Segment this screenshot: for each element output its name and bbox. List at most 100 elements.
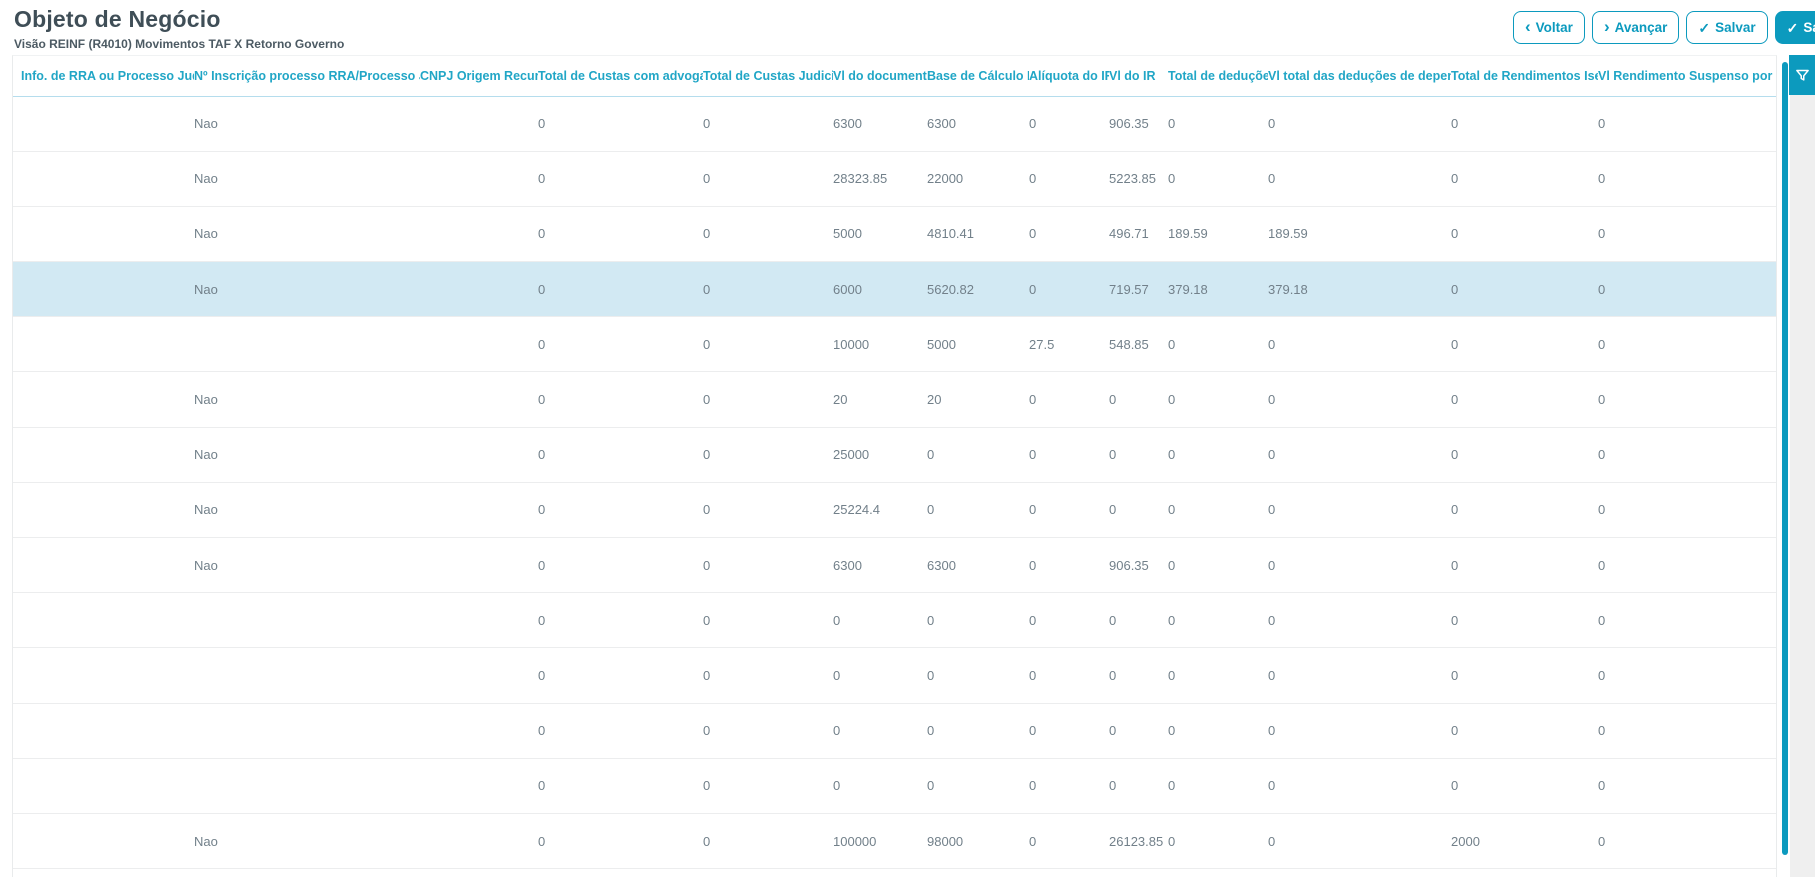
table-cell: Nao bbox=[194, 427, 420, 483]
table-cell: 0 bbox=[1029, 261, 1109, 318]
title-block: Objeto de Negócio Visão REINF (R4010) Mo… bbox=[14, 6, 344, 51]
table-cell: 0 bbox=[1598, 647, 1776, 704]
column-header-8[interactable]: Alíquota do IR bbox=[1029, 56, 1109, 97]
column-header-5[interactable]: Total de Custas Judiciais bbox=[703, 56, 833, 97]
table-body: Nao 0 0 6300 6300 0 906.35 0 0 0 0 Nao 0 0 28323.85 220… bbox=[13, 96, 1776, 870]
table-cell: 0 bbox=[1598, 96, 1776, 152]
table-cell: 5000 bbox=[927, 316, 1029, 373]
column-header-4[interactable]: Total de Custas com advogados bbox=[538, 56, 703, 97]
table-row[interactable]: Nao 0 0 28323.85 22000 0 5223.85 0 0 0 0 bbox=[13, 151, 1776, 207]
table-cell: 6300 bbox=[833, 537, 927, 594]
table-row[interactable]: 0 0 10000 5000 27.5 548.85 0 0 0 0 bbox=[13, 316, 1776, 373]
table-cell: 0 bbox=[703, 316, 833, 373]
table-cell: Nao bbox=[194, 482, 420, 539]
table-row[interactable]: Nao 0 0 6300 6300 0 906.35 0 0 0 0 bbox=[13, 537, 1776, 594]
table-cell: 0 bbox=[703, 96, 833, 152]
voltar-label: Voltar bbox=[1535, 20, 1573, 35]
table-cell: 20 bbox=[927, 371, 1029, 428]
table-row[interactable]: Nao 0 0 6000 5620.82 0 719.57 379.18 379.18 0 0 bbox=[13, 261, 1776, 318]
table-cell: 0 bbox=[927, 427, 1029, 483]
table-cell: 20 bbox=[833, 371, 927, 428]
table-cell bbox=[13, 813, 194, 870]
table-cell bbox=[194, 592, 420, 649]
column-header-11[interactable]: Vl total das deduções de dependentes bbox=[1268, 56, 1451, 97]
column-header-9[interactable]: Vl do IR bbox=[1109, 56, 1168, 97]
table-cell: 6300 bbox=[927, 96, 1029, 152]
column-header-6[interactable]: Vl do documento bbox=[833, 56, 927, 97]
table-row[interactable]: Nao 0 0 25224.4 0 0 0 0 0 0 0 bbox=[13, 482, 1776, 539]
table-cell: 0 bbox=[1168, 482, 1268, 539]
table-cell: 0 bbox=[703, 647, 833, 704]
table-cell bbox=[13, 537, 194, 594]
table-cell: 0 bbox=[1268, 96, 1451, 152]
table-row[interactable]: Nao 0 0 25000 0 0 0 0 0 0 0 bbox=[13, 427, 1776, 483]
table-cell: 6000 bbox=[833, 261, 927, 318]
table-cell: 0 bbox=[703, 261, 833, 318]
salvar-e-avancar-label: Salvar e Avançar bbox=[1803, 20, 1815, 35]
column-header-10[interactable]: Total de deduções bbox=[1168, 56, 1268, 97]
table-cell: 0 bbox=[1598, 206, 1776, 263]
column-header-2[interactable]: Nº Inscrição processo RRA/Processo Judic… bbox=[194, 56, 420, 97]
scrollbar-track[interactable] bbox=[1790, 95, 1815, 877]
table-row[interactable]: Nao 0 0 20 20 0 0 0 0 0 0 bbox=[13, 371, 1776, 428]
column-header-13[interactable]: Vl Rendimento Suspenso por pro bbox=[1598, 56, 1776, 97]
table-cell: 0 bbox=[538, 537, 703, 594]
table-cell: 0 bbox=[1451, 703, 1598, 759]
table-cell: 719.57 bbox=[1109, 261, 1168, 318]
table-cell: 5000 bbox=[833, 206, 927, 263]
toolbar: ‹ Voltar › Avançar ✓ Salvar ✓ Salvar e A… bbox=[1513, 11, 1815, 44]
table-cell: 0 bbox=[1109, 592, 1168, 649]
avancar-button[interactable]: › Avançar bbox=[1591, 11, 1680, 44]
page-subtitle: Visão REINF (R4010) Movimentos TAF X Ret… bbox=[14, 37, 345, 51]
table-cell: 0 bbox=[1598, 151, 1776, 207]
table-cell: 0 bbox=[538, 813, 703, 870]
table-cell bbox=[194, 758, 420, 814]
table-cell: 0 bbox=[703, 537, 833, 594]
table-row[interactable]: Nao 0 0 6300 6300 0 906.35 0 0 0 0 bbox=[13, 96, 1776, 152]
table-row[interactable]: Nao 0 0 100000 98000 0 26123.85 0 0 2000 0 bbox=[13, 813, 1776, 870]
table-cell: 0 bbox=[1029, 482, 1109, 539]
table-cell: 100000 bbox=[833, 813, 927, 870]
column-header-12[interactable]: Total de Rendimentos Isentos bbox=[1451, 56, 1598, 97]
table-cell: 26123.85 bbox=[1109, 813, 1168, 870]
table-cell: Nao bbox=[194, 151, 420, 207]
column-header-1[interactable]: Info. de RRA ou Processo Judicial bbox=[13, 56, 194, 97]
table-cell: 0 bbox=[1168, 316, 1268, 373]
table-cell bbox=[13, 96, 194, 152]
column-header-7[interactable]: Base de Cálculo IR bbox=[927, 56, 1029, 97]
table-cell: 28323.85 bbox=[833, 151, 927, 207]
table-cell: 0 bbox=[1268, 647, 1451, 704]
table-cell: 0 bbox=[1268, 813, 1451, 870]
column-header-3[interactable]: CNPJ Origem Recurso bbox=[420, 56, 538, 97]
table-cell: 0 bbox=[538, 371, 703, 428]
table-cell: 189.59 bbox=[1168, 206, 1268, 263]
table-cell bbox=[13, 371, 194, 428]
table-cell: 0 bbox=[1029, 813, 1109, 870]
table-cell: 0 bbox=[927, 482, 1029, 539]
salvar-button[interactable]: ✓ Salvar bbox=[1686, 11, 1768, 44]
table-cell: 2000 bbox=[1451, 813, 1598, 870]
table-cell: Nao bbox=[194, 813, 420, 870]
table-cell bbox=[420, 206, 538, 263]
table-cell: 0 bbox=[1451, 96, 1598, 152]
vertical-scrollbar-thumb[interactable] bbox=[1782, 62, 1788, 855]
salvar-e-avancar-button[interactable]: ✓ Salvar e Avançar bbox=[1774, 11, 1815, 44]
table-cell: 0 bbox=[927, 703, 1029, 759]
chevron-right-icon: › bbox=[1603, 17, 1610, 36]
table-cell: 0 bbox=[538, 96, 703, 152]
filter-button[interactable] bbox=[1789, 55, 1815, 95]
table-cell: 0 bbox=[1029, 96, 1109, 152]
table-cell: 0 bbox=[1168, 813, 1268, 870]
table-cell: 0 bbox=[1268, 537, 1451, 594]
table-cell: 0 bbox=[538, 427, 703, 483]
table-row[interactable]: Nao 0 0 5000 4810.41 0 496.71 189.59 189.59 0 0 bbox=[13, 206, 1776, 263]
table-cell: 906.35 bbox=[1109, 96, 1168, 152]
voltar-button[interactable]: ‹ Voltar bbox=[1513, 11, 1585, 44]
table-cell: 0 bbox=[703, 592, 833, 649]
table-cell bbox=[13, 206, 194, 263]
table-cell: 0 bbox=[703, 703, 833, 759]
